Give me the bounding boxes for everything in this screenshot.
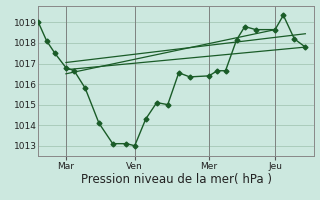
- X-axis label: Pression niveau de la mer( hPa ): Pression niveau de la mer( hPa ): [81, 173, 271, 186]
